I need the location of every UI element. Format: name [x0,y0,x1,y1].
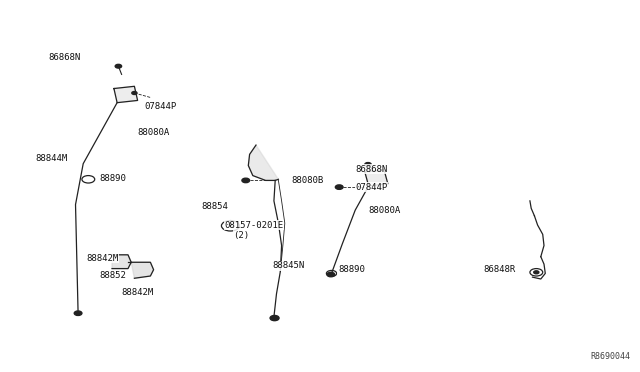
Text: R: R [228,223,232,228]
Text: (2): (2) [234,231,250,240]
Polygon shape [365,170,388,186]
Text: 88890: 88890 [338,265,365,274]
Text: 88854: 88854 [202,202,228,211]
Text: 07844P: 07844P [355,183,387,192]
Circle shape [115,64,122,68]
Polygon shape [248,145,278,180]
Circle shape [534,271,539,274]
Polygon shape [112,255,131,269]
Text: 88842M: 88842M [122,288,154,296]
Polygon shape [114,86,138,103]
Text: 88842M: 88842M [86,254,118,263]
Circle shape [270,315,279,321]
Circle shape [365,163,371,166]
Circle shape [335,185,343,189]
Text: 88852: 88852 [99,271,126,280]
Circle shape [74,311,82,315]
Text: 88080B: 88080B [291,176,323,185]
Text: 07844P: 07844P [144,102,176,110]
Text: 86868N: 86868N [48,53,80,62]
Circle shape [132,92,137,94]
Text: 88845N: 88845N [272,262,304,270]
Text: 88890: 88890 [99,174,126,183]
Text: 86848R: 86848R [483,265,515,274]
Text: 88080A: 88080A [368,206,400,215]
Text: 86868N: 86868N [355,165,387,174]
Circle shape [327,272,335,277]
Text: 08157-0201E: 08157-0201E [224,221,283,230]
Text: R8690044: R8690044 [590,352,630,361]
Text: 88080A: 88080A [138,128,170,137]
Circle shape [242,178,250,183]
Text: 88844M: 88844M [35,154,67,163]
Polygon shape [131,262,154,278]
